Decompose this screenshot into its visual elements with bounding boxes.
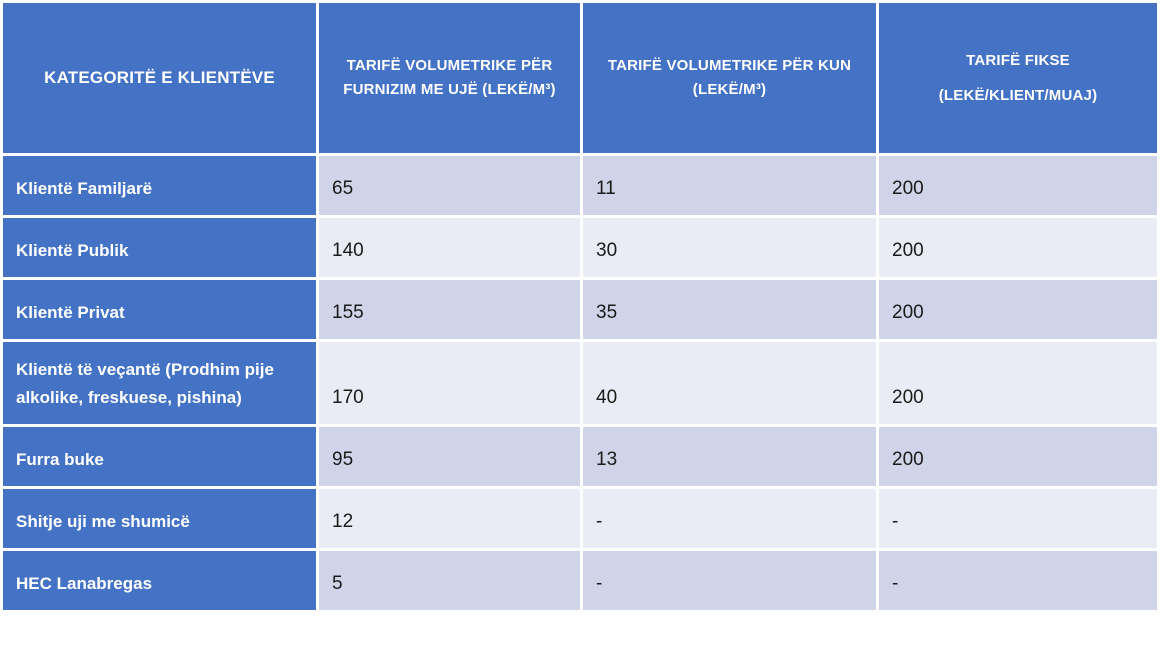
water-value-cell: 5	[319, 551, 580, 610]
header-line: KATEGORITË E KLIENTËVE	[44, 68, 275, 87]
water-value-cell: 12	[319, 489, 580, 548]
fixed-value-cell: 200	[879, 156, 1157, 215]
fixed-value-cell: 200	[879, 280, 1157, 339]
category-cell: Furra buke	[3, 427, 316, 486]
water-value-cell: 95	[319, 427, 580, 486]
table-row: Klientë Privat 155 35 200	[3, 280, 1157, 339]
column-header-category: KATEGORITË E KLIENTËVE	[3, 3, 316, 153]
kun-value-cell: -	[583, 489, 876, 548]
kun-value-cell: 35	[583, 280, 876, 339]
fixed-value-cell: 200	[879, 218, 1157, 277]
column-header-water-tariff: TARIFË VOLUMETRIKE PËR FURNIZIM ME UJË (…	[319, 3, 580, 153]
table-row: HEC Lanabregas 5- -	[3, 551, 1157, 610]
category-cell: HEC Lanabregas	[3, 551, 316, 610]
category-cell: Klientë të veçantë (Prodhim pije alkolik…	[3, 342, 316, 424]
kun-value-cell: 30	[583, 218, 876, 277]
tariff-table: KATEGORITË E KLIENTËVE TARIFË VOLUMETRIK…	[3, 3, 1157, 610]
table-row: Klientë të veçantë (Prodhim pije alkolik…	[3, 342, 1157, 424]
header-line: TARIFË VOLUMETRIKE PËR KUN	[607, 57, 852, 74]
fixed-value-cell: 200	[879, 342, 1157, 424]
kun-value-cell: 11	[583, 156, 876, 215]
table-row: Furra buke 95 13 200	[3, 427, 1157, 486]
fixed-value-cell: -	[879, 489, 1157, 548]
table-row: Klientë Familjarë 65 11 200	[3, 156, 1157, 215]
table-header: KATEGORITË E KLIENTËVE TARIFË VOLUMETRIK…	[3, 3, 1157, 153]
category-cell: Klientë Publik	[3, 218, 316, 277]
water-value-cell: 140	[319, 218, 580, 277]
water-value-cell: 155	[319, 280, 580, 339]
category-cell: Shitje uji me shumicë	[3, 489, 316, 548]
header-line: (LEKË/M³)	[692, 81, 767, 98]
column-header-fixed-tariff: TARIFË FIKSE (LEKË/KLIENT/MUAJ)	[879, 3, 1157, 153]
kun-value-cell: -	[583, 551, 876, 610]
header-line: (LEKË/KLIENT/MUAJ)	[938, 86, 1098, 104]
water-value-cell: 170	[319, 342, 580, 424]
water-value-cell: 65	[319, 156, 580, 215]
header-row: KATEGORITË E KLIENTËVE TARIFË VOLUMETRIK…	[3, 3, 1157, 153]
kun-value-cell: 40	[583, 342, 876, 424]
category-cell: Klientë Privat	[3, 280, 316, 339]
fixed-value-cell: 200	[879, 427, 1157, 486]
header-line: TARIFË VOLUMETRIKE PËR	[346, 57, 553, 74]
table-row: Klientë Publik 140 30 200	[3, 218, 1157, 277]
column-header-kun-tariff: TARIFË VOLUMETRIKE PËR KUN (LEKË/M³)	[583, 3, 876, 153]
header-line: FURNIZIM ME UJË (LEKË/M³)	[343, 81, 556, 98]
header-line: TARIFË FIKSE	[966, 51, 1070, 69]
category-cell: Klientë Familjarë	[3, 156, 316, 215]
table-row: Shitje uji me shumicë 12- -	[3, 489, 1157, 548]
kun-value-cell: 13	[583, 427, 876, 486]
table-body: Klientë Familjarë 65 11 200 Klientë Publik 14…	[3, 156, 1157, 610]
fixed-value-cell: -	[879, 551, 1157, 610]
